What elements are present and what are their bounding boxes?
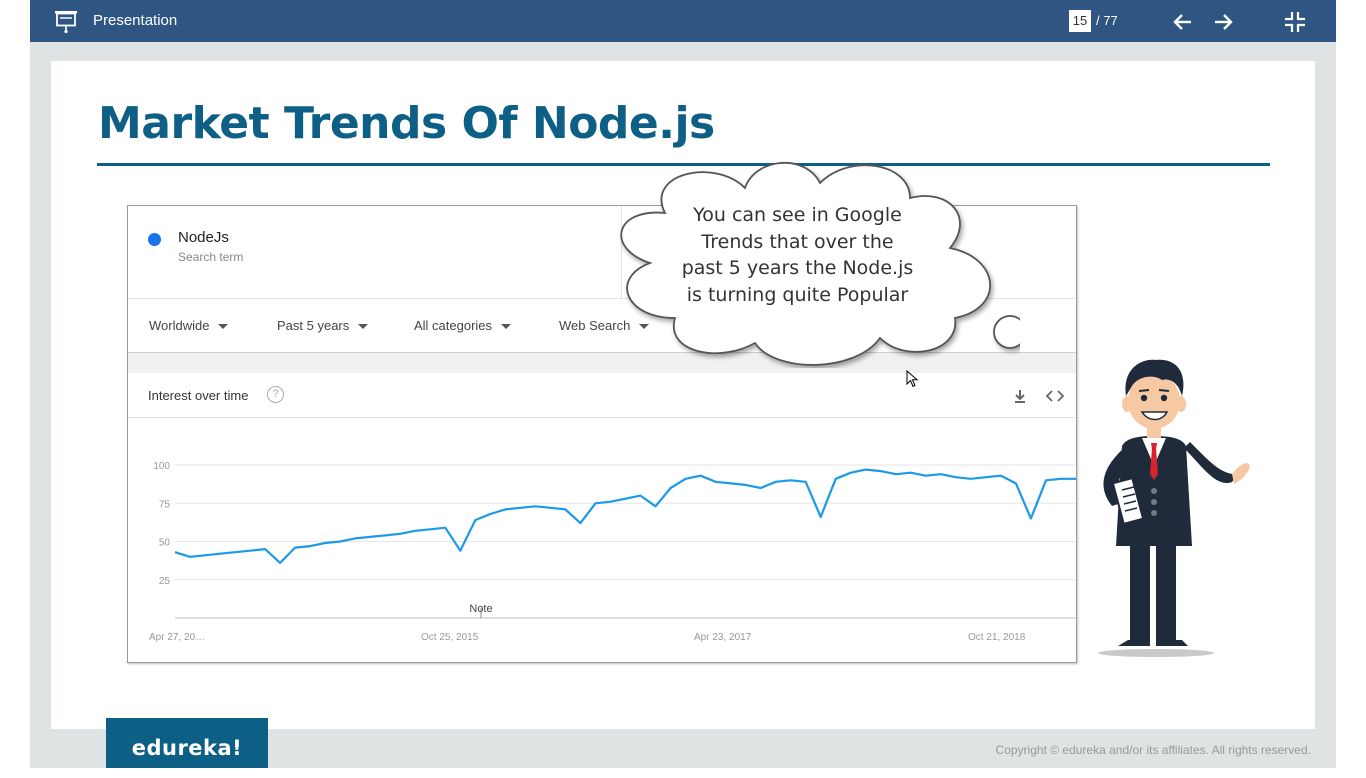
x-tick-label: Apr 23, 2017: [694, 632, 752, 643]
download-icon[interactable]: [1012, 388, 1028, 404]
bubble-line: You can see in Google: [693, 204, 902, 226]
divider: [128, 417, 1076, 418]
slide-title: Market Trends Of Node.js: [98, 98, 715, 149]
page-number-input[interactable]: 15: [1069, 10, 1091, 32]
bubble-line: past 5 years the Node.js: [681, 257, 914, 279]
section-title: Interest over time: [148, 388, 249, 403]
series-line-nodejs: [174, 468, 1076, 564]
interest-chart: 100 75 50 25 Apr 27, 20… Oct 25, 2015 Apr 23, …: [128, 418, 1076, 662]
x-tick-label: Apr 27, 20…: [149, 632, 205, 643]
search-term-label: Search term: [178, 250, 244, 264]
help-icon[interactable]: ?: [267, 386, 284, 403]
caret-down-icon: [358, 324, 369, 330]
arrow-left-icon[interactable]: [1172, 11, 1194, 33]
x-tick-label: Oct 25, 2015: [421, 632, 479, 643]
x-tick-label: Oct 21, 2018: [968, 632, 1026, 643]
mouse-cursor-icon: [906, 370, 919, 388]
caret-down-icon: [218, 324, 229, 330]
top-bar: Presentation 15 / 77: [30, 0, 1336, 42]
y-tick-label: 50: [159, 538, 171, 549]
cloud-shape: [620, 161, 1020, 366]
arrow-right-icon[interactable]: [1212, 11, 1234, 33]
caret-down-icon: [639, 324, 650, 330]
divider: [128, 298, 1076, 299]
series-color-dot: [148, 233, 161, 246]
divider: [128, 352, 1076, 353]
bubble-line: Trends that over the: [701, 230, 894, 253]
app-title: Presentation: [93, 12, 178, 29]
page-total: / 77: [1096, 13, 1118, 28]
embed-code-icon[interactable]: [1046, 388, 1064, 404]
y-tick-label: 25: [159, 576, 171, 587]
y-tick-label: 100: [153, 461, 170, 472]
filter-category-label: All categories: [414, 318, 493, 333]
filter-category[interactable]: All categories: [414, 318, 512, 333]
y-tick-label: 75: [159, 499, 171, 510]
businessman-illustration: [1098, 359, 1250, 657]
filter-search-type-label: Web Search: [559, 318, 631, 333]
copyright-text: Copyright © edureka and/or its affiliate…: [995, 743, 1311, 757]
annotation-note: Note: [469, 603, 492, 615]
line-chart: 100 75 50 25 Apr 27, 20… Oct 25, 2015 Apr 23, …: [149, 461, 1076, 643]
title-divider: [97, 163, 1270, 166]
presentation-icon: [55, 11, 77, 34]
filter-region-label: Worldwide: [149, 318, 210, 333]
thought-bubble: You can see in Google Trends that over t…: [605, 158, 1020, 368]
search-term: NodeJs: [178, 229, 229, 246]
filter-search-type[interactable]: Web Search: [559, 318, 650, 333]
bubble-line: is turning quite Popular: [686, 283, 909, 306]
edureka-logo: edureka!: [106, 718, 268, 768]
thought-bubble-text: You can see in Google Trends that over t…: [665, 202, 930, 308]
filter-region[interactable]: Worldwide: [149, 318, 229, 333]
filter-time-label: Past 5 years: [277, 318, 350, 333]
term-divider: [621, 206, 622, 298]
exit-fullscreen-icon[interactable]: [1284, 11, 1306, 33]
caret-down-icon: [501, 324, 512, 330]
filter-time[interactable]: Past 5 years: [277, 318, 369, 333]
